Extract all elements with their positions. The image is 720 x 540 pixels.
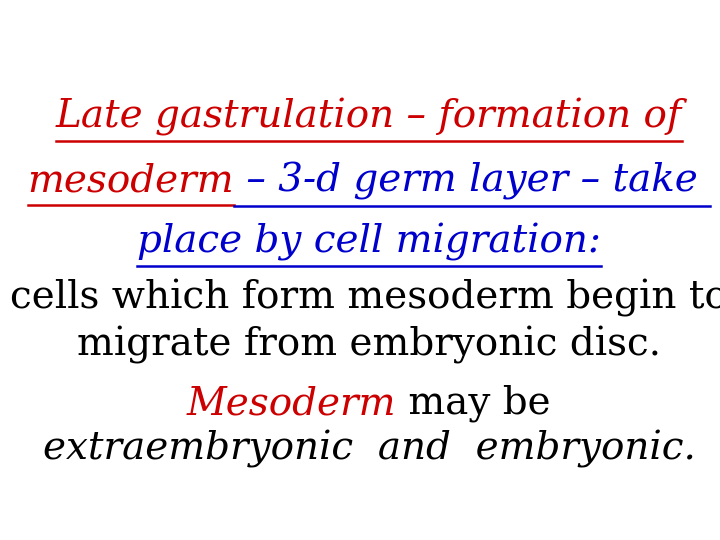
Text: place by cell migration:: place by cell migration: <box>137 222 601 260</box>
Text: Late gastrulation – formation of: Late gastrulation – formation of <box>56 98 682 136</box>
Text: – 3-d germ layer – take: – 3-d germ layer – take <box>234 162 711 200</box>
Text: Mesoderm: Mesoderm <box>187 385 397 422</box>
Text: cells which form mesoderm begin to: cells which form mesoderm begin to <box>10 279 720 316</box>
Text: may be: may be <box>397 385 551 422</box>
Text: mesoderm: mesoderm <box>27 163 234 200</box>
Text: migrate from embryonic disc.: migrate from embryonic disc. <box>77 327 661 364</box>
Text: extraembryonic  and  embryonic.: extraembryonic and embryonic. <box>42 430 696 468</box>
